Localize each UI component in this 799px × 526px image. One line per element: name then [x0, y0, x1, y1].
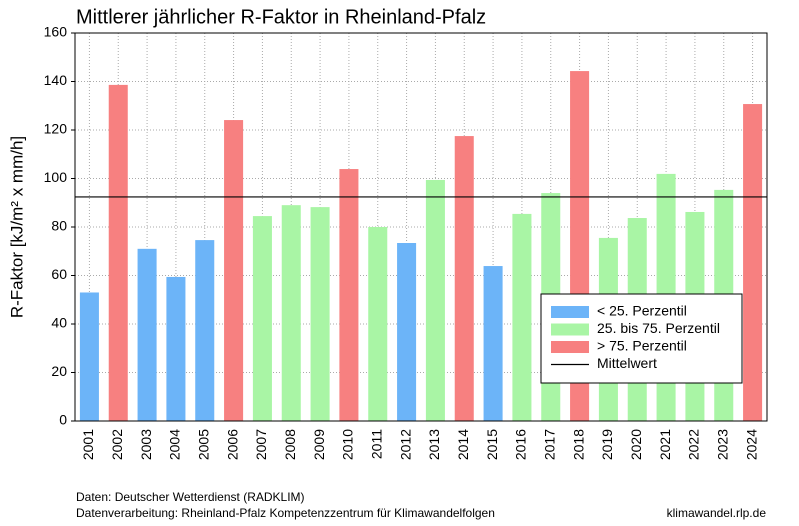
- legend-label: Mittelwert: [597, 355, 657, 371]
- x-tick-label: 2011: [368, 429, 384, 459]
- chart-title: Mittlerer jährlicher R-Faktor in Rheinla…: [76, 6, 486, 28]
- bar: [339, 169, 359, 421]
- x-tick-label: 2006: [224, 429, 240, 460]
- y-axis-label: R-Faktor [kJ/m² x mm/h]: [7, 136, 26, 318]
- x-tick-label: 2007: [253, 429, 269, 460]
- x-tick-label: 2001: [80, 429, 96, 460]
- x-tick-label: 2015: [484, 429, 500, 460]
- bar: [483, 266, 503, 421]
- x-tick-label: 2003: [138, 429, 154, 460]
- bar: [252, 216, 272, 421]
- bar: [512, 213, 532, 421]
- legend-label: 25. bis 75. Perzentil: [597, 320, 720, 336]
- bar: [195, 240, 215, 421]
- bar: [224, 120, 244, 422]
- y-tick-label: 20: [51, 363, 67, 379]
- x-tick-label: 2005: [195, 429, 211, 460]
- legend-swatch: [551, 341, 589, 353]
- y-tick-label: 80: [51, 218, 67, 234]
- bar: [310, 207, 330, 421]
- x-tick-label: 2012: [397, 429, 413, 460]
- x-tick-label: 2021: [657, 429, 673, 460]
- legend-swatch: [551, 306, 589, 318]
- y-tick-label: 60: [51, 266, 67, 282]
- x-tick-label: 2020: [628, 429, 644, 460]
- legend-label: > 75. Perzentil: [597, 338, 687, 354]
- x-tick-label: 2024: [743, 429, 759, 460]
- x-tick-label: 2016: [513, 429, 529, 460]
- y-tick-label: 120: [44, 121, 68, 137]
- x-tick-label: 2008: [282, 429, 298, 460]
- x-tick-label: 2022: [686, 429, 702, 460]
- x-tick-label: 2009: [311, 429, 327, 460]
- x-tick-label: 2002: [109, 429, 125, 460]
- bar: [454, 136, 474, 421]
- bar: [743, 104, 763, 422]
- bar: [368, 227, 388, 421]
- x-tick-label: 2004: [167, 429, 183, 460]
- y-tick-label: 160: [44, 24, 68, 40]
- plot-frame: [74, 32, 768, 422]
- y-tick-label: 0: [59, 412, 67, 428]
- bar: [137, 248, 157, 421]
- x-tick-label: 2014: [455, 429, 471, 460]
- bar: [425, 179, 445, 421]
- footer-processing: Datenverarbeitung: Rheinland-Pfalz Kompe…: [76, 506, 495, 520]
- x-tick-label: 2023: [714, 429, 730, 460]
- bar: [166, 276, 186, 421]
- y-tick-label: 40: [51, 315, 67, 331]
- legend-swatch: [551, 323, 589, 336]
- y-tick-label: 140: [44, 72, 68, 88]
- x-tick-label: 2018: [570, 429, 586, 460]
- y-tick-label: 100: [44, 169, 68, 185]
- x-tick-label: 2017: [541, 429, 557, 460]
- bar: [281, 205, 301, 421]
- legend-label: < 25. Perzentil: [597, 303, 687, 319]
- x-tick-label: 2013: [426, 429, 442, 460]
- footer-source: Daten: Deutscher Wetterdienst (RADKLIM): [76, 490, 305, 504]
- footer-website: klimawandel.rlp.de: [667, 506, 767, 520]
- bar: [108, 84, 128, 422]
- x-tick-label: 2010: [340, 429, 356, 460]
- bar: [79, 292, 99, 421]
- x-tick-label: 2019: [599, 429, 615, 460]
- bar: [397, 243, 417, 421]
